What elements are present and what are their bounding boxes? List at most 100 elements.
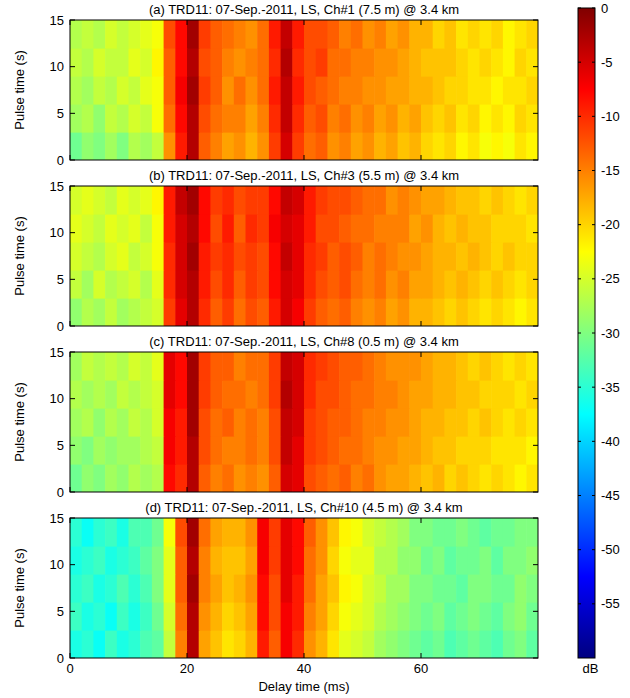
cell <box>234 298 246 326</box>
cell <box>269 186 281 215</box>
cell <box>304 186 316 215</box>
cell <box>468 20 480 49</box>
cell <box>421 76 433 105</box>
cell <box>503 380 515 409</box>
y-tick <box>533 160 538 161</box>
cell <box>398 602 410 631</box>
cell <box>433 76 445 105</box>
y-tick-label: 0 <box>57 153 64 168</box>
cell <box>93 408 105 437</box>
cell <box>316 464 328 492</box>
cell <box>129 602 141 631</box>
cell <box>351 76 363 105</box>
cell <box>316 380 328 409</box>
cell <box>327 270 339 299</box>
cell <box>70 574 82 603</box>
cell <box>281 602 293 631</box>
cell <box>175 436 187 465</box>
cell <box>304 20 316 49</box>
cell <box>140 630 152 658</box>
colorbar-tick <box>578 441 581 442</box>
y-tick <box>70 113 75 114</box>
cell <box>503 352 515 381</box>
cell <box>269 518 281 547</box>
colorbar-tick-label: -30 <box>601 326 620 341</box>
cell <box>292 464 304 492</box>
cell <box>199 186 211 215</box>
cell <box>222 574 234 603</box>
cell <box>105 298 117 326</box>
colorbar-tick <box>592 62 595 63</box>
cell <box>210 132 222 160</box>
cell <box>503 104 515 133</box>
x-tick <box>421 321 422 326</box>
cell <box>140 380 152 409</box>
cell <box>409 270 421 299</box>
cell <box>444 546 456 575</box>
plot-frame <box>70 352 538 492</box>
cell <box>175 214 187 243</box>
cell <box>327 436 339 465</box>
cell <box>526 408 538 437</box>
cell <box>129 214 141 243</box>
cell <box>246 352 258 381</box>
cell <box>222 48 234 77</box>
cell <box>164 518 176 547</box>
cell <box>281 104 293 133</box>
colorbar-tick <box>578 224 581 225</box>
y-tick <box>533 279 538 280</box>
colorbar-tick-label: -40 <box>601 434 620 449</box>
cell <box>386 352 398 381</box>
cell <box>316 298 328 326</box>
x-tick <box>187 155 188 160</box>
cell <box>456 352 468 381</box>
cell <box>129 408 141 437</box>
cell <box>409 298 421 326</box>
cell <box>374 270 386 299</box>
cell <box>152 132 164 160</box>
cell <box>222 464 234 492</box>
cell <box>339 518 351 547</box>
cell <box>234 214 246 243</box>
cell <box>386 408 398 437</box>
cell <box>246 574 258 603</box>
cell <box>210 298 222 326</box>
cell <box>433 380 445 409</box>
cell <box>409 214 421 243</box>
cell <box>222 408 234 437</box>
cell <box>164 270 176 299</box>
cell <box>327 464 339 492</box>
cell <box>468 464 480 492</box>
cell <box>257 186 269 215</box>
cell <box>140 186 152 215</box>
cell <box>316 242 328 271</box>
cell <box>82 48 94 77</box>
cell <box>363 352 375 381</box>
cell <box>421 408 433 437</box>
cell <box>409 20 421 49</box>
cell <box>363 630 375 658</box>
cell <box>246 436 258 465</box>
cell <box>93 352 105 381</box>
cell <box>526 242 538 271</box>
cell <box>444 408 456 437</box>
cell <box>281 270 293 299</box>
cell <box>257 630 269 658</box>
cell <box>82 214 94 243</box>
cell <box>210 186 222 215</box>
cell <box>456 518 468 547</box>
cell <box>339 630 351 658</box>
cell <box>199 242 211 271</box>
cell <box>304 242 316 271</box>
cell <box>257 76 269 105</box>
cell <box>164 630 176 658</box>
colorbar-tick <box>578 170 581 171</box>
cell <box>468 132 480 160</box>
cell <box>374 546 386 575</box>
cell <box>129 48 141 77</box>
cell <box>503 298 515 326</box>
cell <box>363 104 375 133</box>
cell <box>304 214 316 243</box>
cell <box>246 270 258 299</box>
cell <box>175 76 187 105</box>
